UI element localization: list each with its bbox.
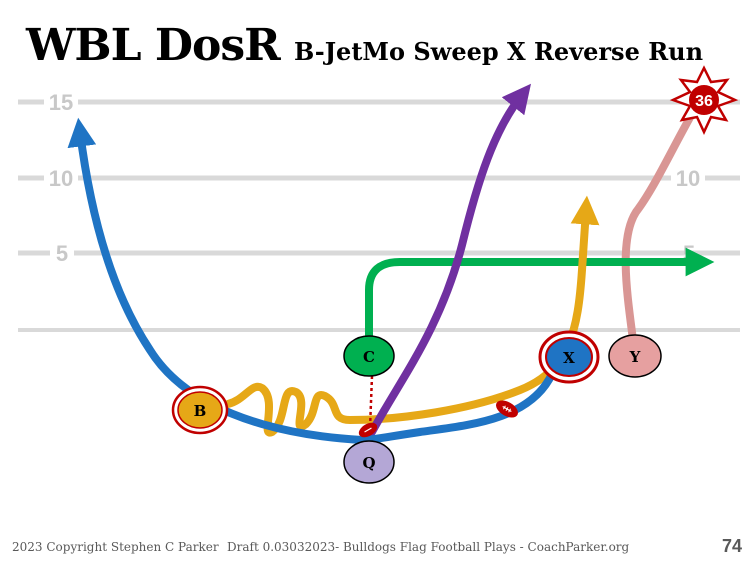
player-y: Y bbox=[608, 334, 662, 378]
player-x-label: X bbox=[563, 349, 575, 367]
player-x: X bbox=[538, 330, 600, 384]
player-q-label: Q bbox=[362, 454, 375, 472]
footer-copyright: 2023 Copyright Stephen C Parker bbox=[12, 540, 219, 554]
player-y-label: Y bbox=[629, 348, 641, 366]
play-title: WBL DosR bbox=[26, 20, 281, 71]
play-subtitle: B-JetMo Sweep X Reverse Run bbox=[294, 37, 704, 66]
route-c bbox=[365, 247, 715, 344]
route-x-reverse bbox=[67, 117, 556, 445]
yard-number-10: 10 bbox=[49, 166, 73, 191]
yard-number-15: 15 bbox=[49, 90, 73, 115]
play-number-badge: 36 bbox=[669, 65, 739, 135]
route-q bbox=[368, 83, 531, 436]
route-b-jet-motion bbox=[224, 195, 600, 437]
route-y bbox=[621, 96, 704, 344]
player-b-label: B bbox=[194, 402, 207, 420]
player-b: B bbox=[171, 385, 229, 435]
page-number: 74 bbox=[721, 536, 742, 556]
play-number-text: 36 bbox=[695, 93, 713, 110]
player-c: C bbox=[343, 335, 395, 377]
player-c-label: C bbox=[363, 348, 375, 366]
snap-line bbox=[368, 375, 374, 429]
football-handoff-icon bbox=[496, 400, 518, 418]
footer-draft: Draft 0.03032023- Bulldogs Flag Football… bbox=[227, 540, 630, 554]
football-snap-icon bbox=[358, 422, 378, 438]
yard-number-5: 5 bbox=[56, 241, 68, 266]
yard-number-10-right: 10 bbox=[676, 166, 700, 191]
player-q: Q bbox=[343, 440, 395, 484]
